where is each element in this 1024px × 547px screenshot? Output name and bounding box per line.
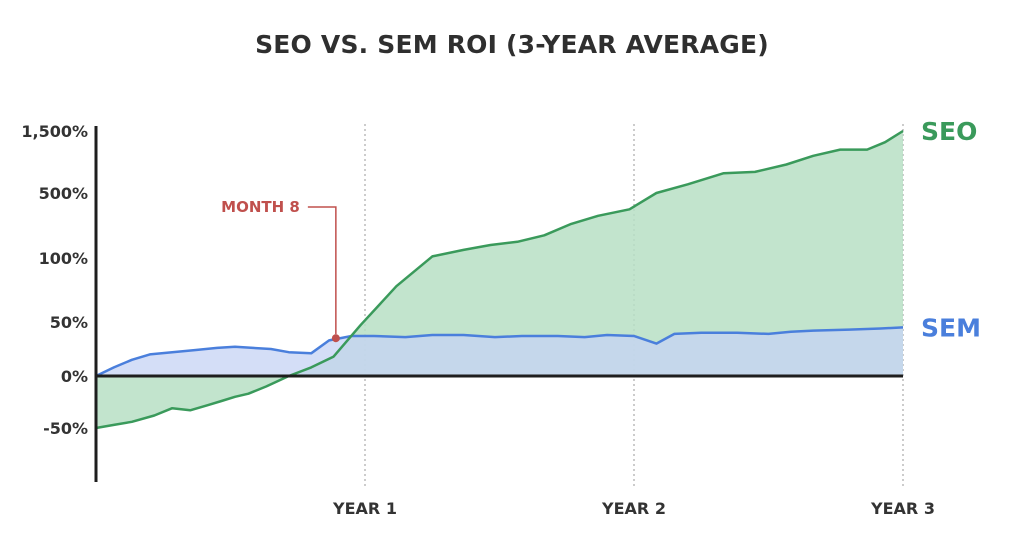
y-tick-label: -50% <box>43 419 88 438</box>
series-label-sem: SEM <box>921 313 981 342</box>
seo-line <box>95 129 904 430</box>
x-tick-label: YEAR 3 <box>870 499 935 518</box>
chart-title: SEO VS. SEM ROI (3-YEAR AVERAGE) <box>255 30 769 59</box>
seo-area <box>96 131 903 428</box>
annotation-marker <box>331 334 340 343</box>
y-tick-label: 0% <box>61 367 88 386</box>
annotation-label: MONTH 8 <box>221 198 300 216</box>
series-label-seo: SEO <box>921 117 977 146</box>
x-tick-label: YEAR 1 <box>332 499 397 518</box>
annotation-leader-line <box>307 206 337 335</box>
y-tick-label: 500% <box>39 184 88 203</box>
y-tick-label: 100% <box>39 249 88 268</box>
sem-area <box>96 327 903 376</box>
sem-line <box>95 326 904 378</box>
y-tick-label: 50% <box>50 313 88 332</box>
x-tick-label: YEAR 2 <box>601 499 666 518</box>
y-tick-label: 1,500% <box>21 122 88 141</box>
